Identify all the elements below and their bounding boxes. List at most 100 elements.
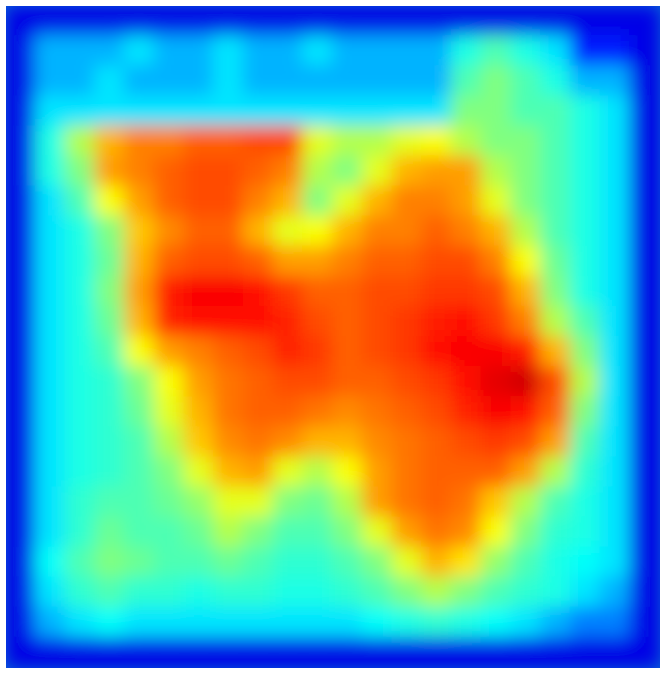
heatmap-cell-r10-c11 xyxy=(332,305,364,338)
heatmap-cell-r13-c17 xyxy=(510,396,543,429)
heatmap-cell-r19-c14 xyxy=(421,576,453,609)
heatmap-cell-r15-c6 xyxy=(183,456,216,489)
heatmap-cell-r19-c0 xyxy=(6,576,37,609)
heatmap-cell-r9-c4 xyxy=(123,275,156,308)
heatmap-cell-r4-c19 xyxy=(569,125,602,158)
heatmap-cell-r17-c12 xyxy=(361,516,394,549)
heatmap-cell-r1-c2 xyxy=(64,35,97,68)
heatmap-cell-r14-c4 xyxy=(123,426,156,459)
heatmap-cell-r16-c18 xyxy=(540,486,572,519)
heatmap-cell-r14-c16 xyxy=(480,426,513,459)
heatmap-cell-r10-c13 xyxy=(391,305,424,338)
heatmap-cell-r2-c11 xyxy=(332,65,364,98)
heatmap-cell-r9-c21 xyxy=(629,275,660,308)
heatmap-cell-r14-c20 xyxy=(599,426,632,459)
heatmap-cell-r16-c12 xyxy=(361,486,394,519)
heatmap-cell-r6-c5 xyxy=(153,185,186,218)
heatmap-cell-r1-c18 xyxy=(540,35,572,68)
heatmap-cell-r16-c16 xyxy=(480,486,513,519)
heatmap-cell-r2-c14 xyxy=(421,65,453,98)
heatmap-cell-r20-c4 xyxy=(123,606,156,639)
heatmap-cell-r12-c6 xyxy=(183,366,216,399)
heatmap-cell-r3-c11 xyxy=(332,95,364,128)
heatmap-cell-r16-c9 xyxy=(272,486,305,519)
heatmap-cell-r1-c17 xyxy=(510,35,543,68)
heatmap-cell-r12-c12 xyxy=(361,366,394,399)
heatmap-cell-r2-c13 xyxy=(391,65,424,98)
heatmap-cell-r20-c3 xyxy=(94,606,126,639)
heatmap-cell-r0-c12 xyxy=(361,6,394,38)
heatmap-cell-r10-c15 xyxy=(450,305,483,338)
heatmap-cell-r1-c8 xyxy=(242,35,275,68)
heatmap-cell-r9-c0 xyxy=(6,275,37,308)
heatmap-cell-r3-c17 xyxy=(510,95,543,128)
heatmap-cell-r11-c5 xyxy=(153,336,186,369)
heatmap-cell-r5-c0 xyxy=(6,155,37,188)
heatmap-cell-r20-c18 xyxy=(540,606,572,639)
heatmap-cell-r15-c21 xyxy=(629,456,660,489)
heatmap-cell-r18-c20 xyxy=(599,546,632,579)
heatmap-cell-r3-c4 xyxy=(123,95,156,128)
heatmap-cell-r17-c9 xyxy=(272,516,305,549)
heatmap-cell-r14-c14 xyxy=(421,426,453,459)
heatmap-cell-r1-c12 xyxy=(361,35,394,68)
heatmap-cell-r9-c10 xyxy=(302,275,334,308)
heatmap-cell-r8-c11 xyxy=(332,245,364,278)
heatmap-cell-r21-c12 xyxy=(361,636,394,668)
heatmap-cell-r9-c18 xyxy=(540,275,572,308)
heatmap-cell-r8-c4 xyxy=(123,245,156,278)
heatmap-cell-r18-c7 xyxy=(213,546,245,579)
heatmap-cell-r6-c20 xyxy=(599,185,632,218)
heatmap-cell-r10-c19 xyxy=(569,305,602,338)
heatmap-cell-r20-c11 xyxy=(332,606,364,639)
heatmap-cell-r10-c7 xyxy=(213,305,245,338)
heatmap-cell-r13-c15 xyxy=(450,396,483,429)
heatmap-cell-r6-c4 xyxy=(123,185,156,218)
heatmap-cell-r9-c14 xyxy=(421,275,453,308)
heatmap-cell-r8-c8 xyxy=(242,245,275,278)
heatmap-cell-r18-c6 xyxy=(183,546,216,579)
heatmap-cell-r9-c9 xyxy=(272,275,305,308)
heatmap-cell-r6-c3 xyxy=(94,185,126,218)
heatmap-cell-r14-c21 xyxy=(629,426,660,459)
heatmap-cell-r11-c4 xyxy=(123,336,156,369)
heatmap-cell-r18-c8 xyxy=(242,546,275,579)
heatmap-cell-r12-c1 xyxy=(34,366,67,399)
heatmap-cell-r14-c8 xyxy=(242,426,275,459)
heatmap-cell-r19-c18 xyxy=(540,576,572,609)
heatmap-cell-r12-c8 xyxy=(242,366,275,399)
heatmap-cell-r0-c13 xyxy=(391,6,424,38)
heatmap-cell-r5-c11 xyxy=(332,155,364,188)
heatmap-cell-r8-c16 xyxy=(480,245,513,278)
heatmap-cell-r21-c21 xyxy=(629,636,660,668)
heatmap-cell-r9-c15 xyxy=(450,275,483,308)
heatmap-cell-r3-c21 xyxy=(629,95,660,128)
heatmap-cell-r11-c0 xyxy=(6,336,37,369)
heatmap-cell-r1-c14 xyxy=(421,35,453,68)
heatmap-cell-r3-c8 xyxy=(242,95,275,128)
heatmap-cell-r5-c6 xyxy=(183,155,216,188)
heatmap-cell-r5-c17 xyxy=(510,155,543,188)
heatmap-cell-r2-c3 xyxy=(94,65,126,98)
heatmap-cell-r1-c0 xyxy=(6,35,37,68)
heatmap-cell-r9-c11 xyxy=(332,275,364,308)
heatmap-cell-r11-c18 xyxy=(540,336,572,369)
heatmap-cell-r1-c5 xyxy=(153,35,186,68)
heatmap-cell-r19-c12 xyxy=(361,576,394,609)
heatmap-cell-r5-c4 xyxy=(123,155,156,188)
heatmap-cell-r13-c20 xyxy=(599,396,632,429)
heatmap-cell-r11-c1 xyxy=(34,336,67,369)
heatmap-cell-r3-c0 xyxy=(6,95,37,128)
heatmap-cell-r18-c3 xyxy=(94,546,126,579)
heatmap-cell-r2-c12 xyxy=(361,65,394,98)
heatmap-cell-r15-c18 xyxy=(540,456,572,489)
heatmap-cell-r2-c10 xyxy=(302,65,334,98)
heatmap-cell-r9-c20 xyxy=(599,275,632,308)
heatmap-cell-r21-c13 xyxy=(391,636,424,668)
heatmap-cell-r1-c21 xyxy=(629,35,660,68)
heatmap-cell-r16-c10 xyxy=(302,486,334,519)
heatmap-cell-r2-c18 xyxy=(540,65,572,98)
heatmap-cell-r7-c5 xyxy=(153,215,186,248)
heatmap-cell-r4-c3 xyxy=(94,125,126,158)
heatmap-cell-r21-c18 xyxy=(540,636,572,668)
